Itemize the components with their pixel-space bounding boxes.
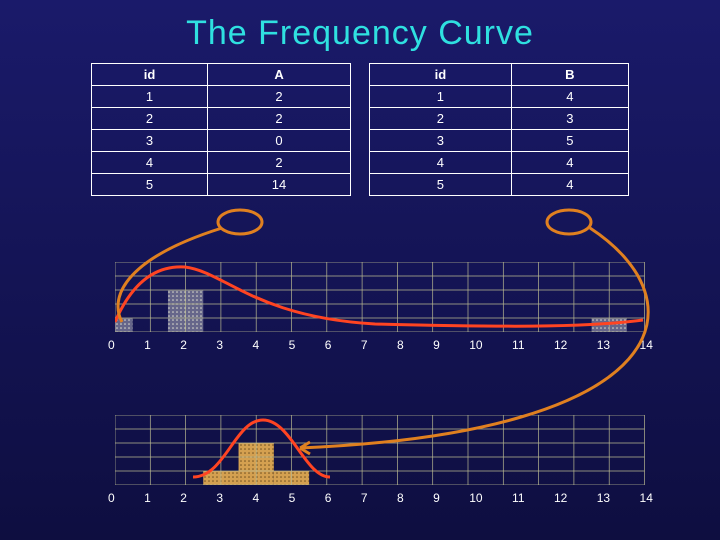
tick-label: 2 xyxy=(180,338,187,352)
tick-label: 6 xyxy=(325,338,332,352)
table-row: 30 xyxy=(92,130,351,152)
x-axis: 01234567891011121314 xyxy=(108,491,653,505)
table-row: 14 xyxy=(370,86,629,108)
table-row: 12 xyxy=(92,86,351,108)
table-row: 22 xyxy=(92,108,351,130)
tick-label: 3 xyxy=(216,491,223,505)
table-row: 23 xyxy=(370,108,629,130)
col-header: A xyxy=(208,64,351,86)
tick-label: 7 xyxy=(361,491,368,505)
tick-label: 1 xyxy=(144,338,151,352)
tick-label: 11 xyxy=(512,338,524,352)
tick-label: 4 xyxy=(253,491,260,505)
col-header: id xyxy=(92,64,208,86)
tick-label: 5 xyxy=(289,338,296,352)
page-title: The Frequency Curve xyxy=(0,0,720,53)
tick-label: 1 xyxy=(144,491,151,505)
tick-label: 6 xyxy=(325,491,332,505)
chart-bottom: 01234567891011121314 xyxy=(115,415,645,505)
col-header: id xyxy=(370,64,512,86)
tick-label: 9 xyxy=(433,491,440,505)
table-row: 54 xyxy=(370,174,629,196)
tick-label: 4 xyxy=(253,338,260,352)
tick-label: 8 xyxy=(397,491,404,505)
tick-label: 13 xyxy=(597,338,610,352)
tick-label: 7 xyxy=(361,338,368,352)
tables-row: idA 12 22 30 42 514 idB 14 23 35 44 54 xyxy=(0,63,720,196)
grid xyxy=(115,262,645,332)
table-a: idA 12 22 30 42 514 xyxy=(91,63,351,196)
tick-label: 2 xyxy=(180,491,187,505)
x-axis: 01234567891011121314 xyxy=(108,338,653,352)
tick-label: 14 xyxy=(640,338,653,352)
tick-label: 9 xyxy=(433,338,440,352)
col-header: B xyxy=(511,64,628,86)
tick-label: 8 xyxy=(397,338,404,352)
tick-label: 14 xyxy=(640,491,653,505)
table-row: 44 xyxy=(370,152,629,174)
tick-label: 0 xyxy=(108,491,115,505)
tick-label: 3 xyxy=(216,338,223,352)
tick-label: 10 xyxy=(469,338,482,352)
tick-label: 11 xyxy=(512,491,524,505)
table-b: idB 14 23 35 44 54 xyxy=(369,63,629,196)
table-row: 42 xyxy=(92,152,351,174)
grid xyxy=(115,415,645,485)
tick-label: 5 xyxy=(289,491,296,505)
tick-label: 0 xyxy=(108,338,115,352)
tick-label: 12 xyxy=(554,491,567,505)
tick-label: 13 xyxy=(597,491,610,505)
tick-label: 12 xyxy=(554,338,567,352)
chart-top: 01234567891011121314 xyxy=(115,262,645,352)
table-row: 514 xyxy=(92,174,351,196)
tick-label: 10 xyxy=(469,491,482,505)
table-row: 35 xyxy=(370,130,629,152)
